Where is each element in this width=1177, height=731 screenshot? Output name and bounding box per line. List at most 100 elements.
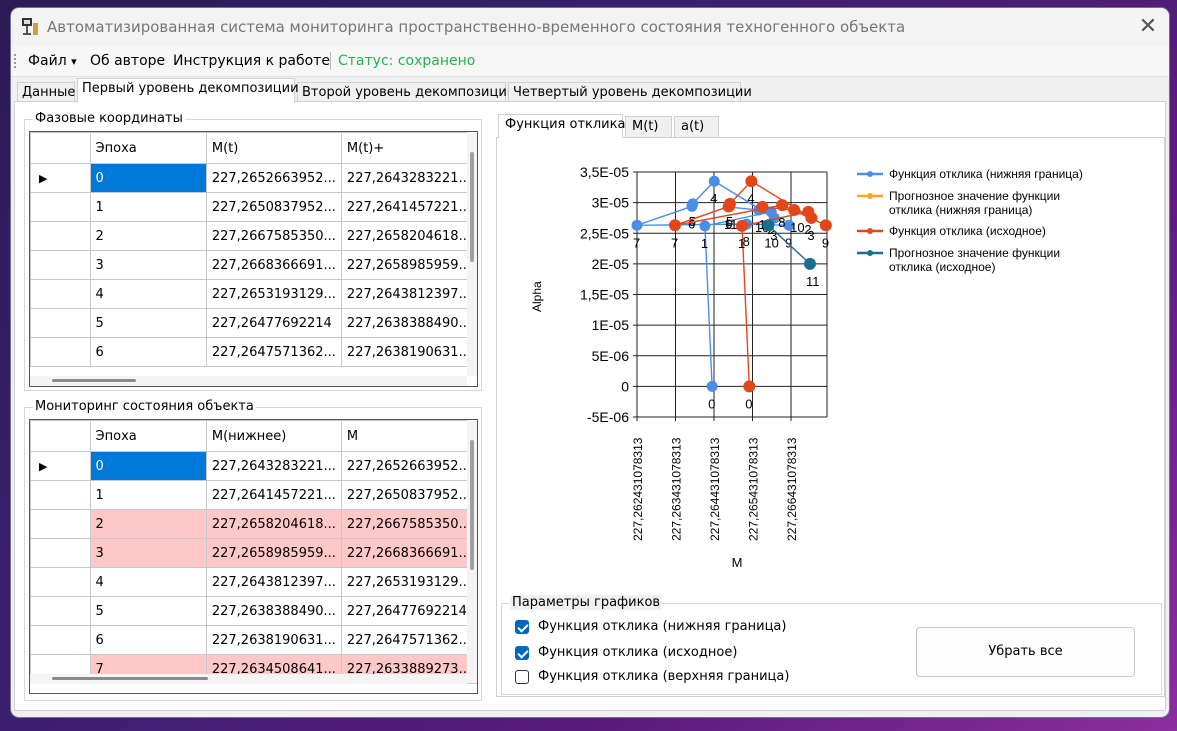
table-cell[interactable]: 2 (89, 221, 207, 251)
table-cell[interactable]: 227,2643283221... (340, 163, 477, 193)
scrollbar-thumb[interactable] (52, 379, 136, 382)
table-cell[interactable]: 0 (89, 163, 207, 193)
table-cell[interactable]: 227,2658985959... (340, 250, 477, 280)
table-cell[interactable]: 227,2668366691... (340, 538, 477, 568)
table-row[interactable]: 6 227,2647571362... 227,2638190631... (30, 337, 477, 367)
current-row-marker[interactable]: ▶ (30, 451, 91, 481)
table-row[interactable]: 6 227,2638190631... 227,2647571362... (30, 625, 477, 655)
table-cell[interactable]: 4 (89, 279, 207, 309)
table-cell[interactable]: 227,2667585350... (340, 509, 477, 539)
row-header[interactable] (30, 250, 91, 280)
table-row[interactable]: 1 227,2650837952... 227,2641457221... (30, 192, 477, 222)
table-row[interactable]: 5 227,26477692214 227,2638388490... (30, 308, 477, 338)
row-header[interactable] (30, 509, 91, 539)
checkbox-original-label[interactable]: Функция отклика (исходное) (538, 645, 738, 660)
horizontal-scrollbar[interactable] (30, 376, 467, 386)
table-cell[interactable]: 3 (89, 250, 207, 280)
table-row[interactable]: ▶ 0 227,2652663952... 227,2643283221... (30, 163, 477, 193)
table-cell[interactable]: 227,2647571362... (340, 625, 477, 655)
scrollbar-thumb[interactable] (470, 440, 474, 570)
table-cell[interactable]: 227,2647571362... (205, 337, 342, 367)
column-header[interactable]: M(нижнее) (205, 420, 342, 452)
scrollbar-thumb[interactable] (52, 677, 208, 680)
monitoring-grid[interactable]: Эпоха M(нижнее) M ▶ 0 227,2643283221... … (29, 419, 478, 694)
checkbox-original[interactable] (515, 646, 529, 660)
table-cell[interactable]: 5 (89, 308, 207, 338)
table-cell[interactable]: 227,2652663952... (340, 451, 477, 481)
column-header[interactable]: Эпоха (89, 420, 207, 452)
table-cell[interactable]: 227,2638388490... (205, 596, 342, 626)
close-icon[interactable]: ✕ (1138, 14, 1158, 39)
table-cell[interactable]: 6 (89, 625, 207, 655)
row-header[interactable] (30, 192, 91, 222)
menu-file[interactable]: Файл ▾ (28, 53, 77, 69)
tab-data[interactable]: Данные (17, 82, 75, 102)
tab-fourth-level[interactable]: Четвертый уровень декомпозиции (508, 82, 752, 102)
current-row-marker[interactable]: ▶ (30, 163, 91, 193)
table-cell[interactable]: 227,2638388490... (340, 308, 477, 338)
table-cell[interactable]: 4 (89, 567, 207, 597)
scrollbar-thumb[interactable] (470, 152, 474, 262)
table-row[interactable]: 3 227,2668366691... 227,2658985959... (30, 250, 477, 280)
table-cell[interactable]: 227,2643812397... (205, 567, 342, 597)
clear-all-button[interactable]: Убрать все (916, 627, 1135, 677)
checkbox-lower-bound[interactable] (515, 620, 529, 634)
row-header[interactable] (30, 480, 91, 510)
table-cell[interactable]: 227,2650837952... (205, 192, 342, 222)
table-cell[interactable]: 5 (89, 596, 207, 626)
table-cell[interactable]: 227,2638190631... (340, 337, 477, 367)
table-cell[interactable]: 0 (89, 451, 207, 481)
column-header[interactable]: Эпоха (89, 132, 207, 164)
table-row-alarm[interactable]: 3 227,2658985959... 227,2668366691... (30, 538, 477, 568)
table-row[interactable]: 1 227,2641457221... 227,2650837952... (30, 480, 477, 510)
table-cell[interactable]: 227,2641457221... (205, 480, 342, 510)
chart-tab-at[interactable]: a(t) (674, 116, 719, 138)
table-cell[interactable]: 227,2650837952... (340, 480, 477, 510)
column-header[interactable]: M (340, 420, 477, 452)
table-cell[interactable]: 227,2638190631... (205, 625, 342, 655)
menu-instructions[interactable]: Инструкция к работе (173, 53, 330, 69)
table-cell[interactable]: 227,26477692214 (205, 308, 342, 338)
table-cell[interactable]: 1 (89, 480, 207, 510)
table-cell[interactable]: 227,2643812397... (340, 279, 477, 309)
table-row-alarm[interactable]: 2 227,2658204618... 227,2667585350... (30, 509, 477, 539)
chart-tab-mt[interactable]: M(t) (625, 116, 672, 138)
chart-tab-response[interactable]: Функция отклика (498, 114, 625, 138)
row-header[interactable] (30, 221, 91, 251)
table-cell[interactable]: 227,26477692214 (340, 596, 477, 626)
vertical-scrollbar[interactable] (467, 132, 477, 376)
vertical-scrollbar[interactable] (467, 420, 477, 683)
horizontal-scrollbar[interactable] (30, 674, 467, 684)
table-cell[interactable]: 227,2643283221... (205, 451, 342, 481)
table-cell[interactable]: 227,2667585350... (205, 221, 342, 251)
row-header[interactable] (30, 625, 91, 655)
row-header[interactable] (30, 279, 91, 309)
menu-about[interactable]: Об авторе (90, 53, 166, 69)
tab-second-level[interactable]: Второй уровень декомпозиции (297, 82, 515, 102)
row-header[interactable] (30, 596, 91, 626)
column-header[interactable]: M(t) (205, 132, 342, 164)
table-row[interactable]: 4 227,2643812397... 227,2653193129... (30, 567, 477, 597)
table-cell[interactable]: 227,2641457221... (340, 192, 477, 222)
column-header[interactable]: M(t)+ (340, 132, 477, 164)
table-cell[interactable]: 6 (89, 337, 207, 367)
row-header[interactable] (30, 567, 91, 597)
table-row[interactable]: ▶ 0 227,2643283221... 227,2652663952... (30, 451, 477, 481)
table-cell[interactable]: 227,2658985959... (205, 538, 342, 568)
table-cell[interactable]: 227,2658204618... (205, 509, 342, 539)
row-header[interactable] (30, 538, 91, 568)
table-cell[interactable]: 227,2668366691... (205, 250, 342, 280)
table-cell[interactable]: 227,2653193129... (340, 567, 477, 597)
table-row[interactable]: 4 227,2653193129... 227,2643812397... (30, 279, 477, 309)
row-header[interactable] (30, 337, 91, 367)
checkbox-upper-bound[interactable] (515, 670, 529, 684)
row-header[interactable] (30, 308, 91, 338)
table-cell[interactable]: 1 (89, 192, 207, 222)
tab-first-level[interactable]: Первый уровень декомпозиции (77, 78, 299, 103)
table-cell[interactable]: 2 (89, 509, 207, 539)
table-cell[interactable]: 227,2653193129... (205, 279, 342, 309)
toolbar-grip[interactable] (14, 54, 19, 68)
table-row[interactable]: 5 227,2638388490... 227,26477692214 (30, 596, 477, 626)
phase-coords-grid[interactable]: Эпоха M(t) M(t)+ ▶ 0 227,2652663952... 2… (29, 131, 478, 387)
checkbox-lower-bound-label[interactable]: Функция отклика (нижняя граница) (538, 619, 787, 634)
